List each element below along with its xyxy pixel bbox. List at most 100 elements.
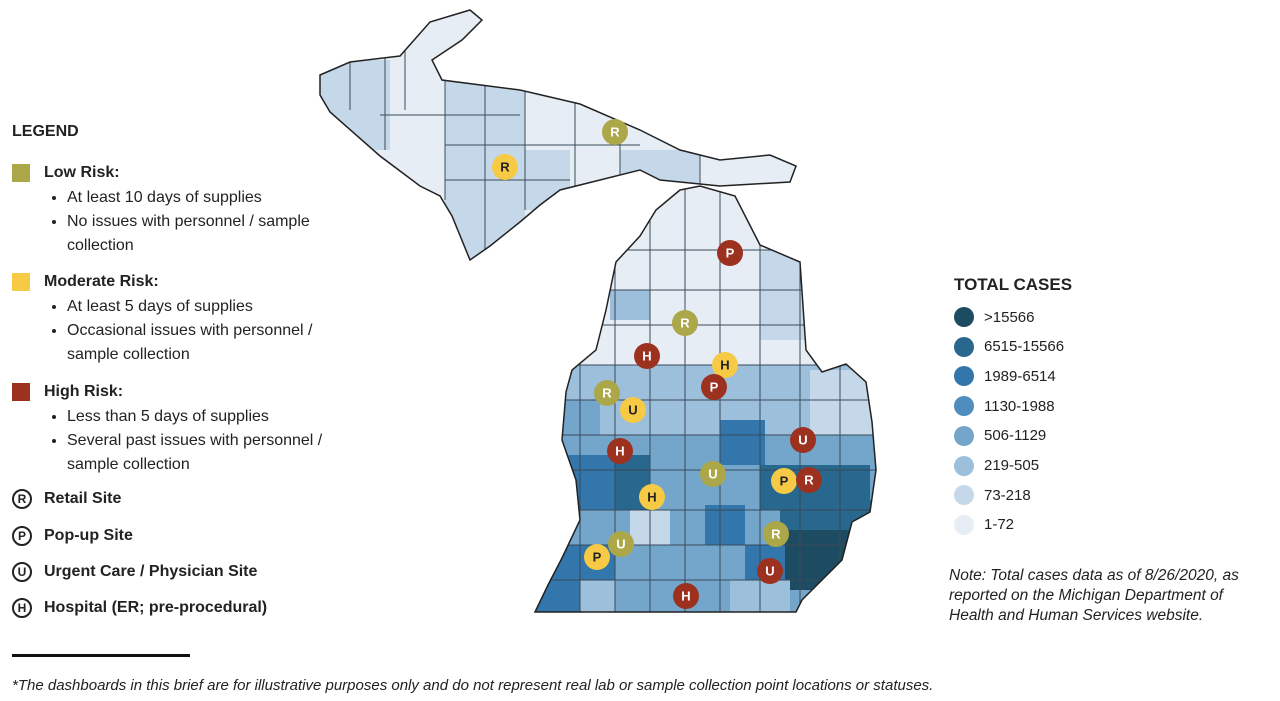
site-marker-label: H [642,349,651,364]
cases-label: 1989-6514 [984,367,1056,385]
risk-level: Moderate Risk: At least 5 days of supplie… [12,271,372,367]
site-marker-label: P [710,380,719,395]
site-type: H Hospital (ER; pre-procedural) [12,598,267,618]
site-marker [594,380,620,406]
site-marker-label: R [680,316,690,331]
site-marker [634,343,660,369]
cases-label: 219-505 [984,457,1040,474]
cases-swatch [954,455,974,476]
risk-bullets: At least 10 days of suppliesNo issues wi… [12,186,372,258]
site-marker-label: H [615,444,624,459]
cases-bin: >15566 [954,307,1034,327]
cases-bin: 1130-1988 [954,396,1055,417]
site-label: Urgent Care / Physician Site [44,563,258,580]
site-marker-label: H [647,490,656,505]
site-marker [584,544,610,570]
risk-heading: Moderate Risk: [12,271,372,293]
divider [12,654,190,657]
risk-swatch [12,164,30,182]
site-marker [492,154,518,180]
cases-label: 6515-15566 [984,338,1065,356]
risk-bullet: Less than 5 days of supplies [67,405,357,429]
site-icon: P [12,526,32,546]
site-marker-label: U [708,467,717,482]
cases-bin: 1989-6514 [954,366,1056,387]
site-marker-label: P [780,474,789,489]
site-marker [639,484,665,510]
site-marker-label: R [500,160,510,175]
cases-label: 506-1129 [984,427,1047,445]
site-marker-label: R [771,527,781,542]
site-label: Hospital (ER; pre-procedural) [44,599,268,616]
site-marker [763,521,789,547]
site-marker-label: U [798,433,807,448]
site-marker [717,240,743,266]
site-marker-label: H [720,358,729,373]
site-type: U Urgent Care / Physician Site [12,562,257,582]
risk-bullets: Less than 5 days of suppliesSeveral past… [12,405,372,477]
site-marker [771,468,797,494]
site-type: R Retail Site [12,489,121,509]
total-cases-title: TOTAL CASES [954,275,1073,294]
site-marker [712,352,738,378]
site-icon: U [12,562,32,582]
cases-swatch [954,396,974,417]
site-type: P Pop-up Site [12,526,133,546]
site-marker [790,427,816,453]
risk-bullet: At least 5 days of supplies [67,295,357,319]
cases-label: 73-218 [984,486,1031,504]
site-marker-label: U [765,564,774,579]
risk-heading: Low Risk: [12,162,372,184]
cases-bin: 73-218 [954,485,1031,506]
legend-title: LEGEND [12,123,79,140]
site-marker-label: U [616,537,625,552]
site-marker-label: P [593,550,602,565]
cases-bin: 6515-15566 [954,336,1065,357]
site-marker [620,397,646,423]
site-marker-label: R [804,473,814,488]
risk-bullet: Occasional issues with personnel / sampl… [67,319,357,367]
risk-bullet: No issues with personnel / sample collec… [67,210,357,258]
risk-bullet: Several past issues with personnel / sam… [67,429,357,477]
cases-swatch [954,307,974,327]
cases-swatch [954,485,974,506]
risk-name: Moderate Risk: [44,273,159,290]
site-icon: R [12,489,32,509]
risk-level: Low Risk: At least 10 days of suppliesNo … [12,162,372,258]
risk-name: Low Risk: [44,164,120,181]
site-marker [602,119,628,145]
site-marker-label: U [628,403,637,418]
site-label: Pop-up Site [44,527,133,544]
cases-label: >15566 [984,308,1035,326]
cases-bin: 1-72 [954,514,1015,535]
cases-swatch [954,514,974,535]
site-marker-label: R [610,125,620,140]
site-marker [673,583,699,609]
note: Note: Total cases data as of 8/26/2020, … [949,567,1239,624]
site-label: Retail Site [44,490,122,507]
cases-swatch [954,425,974,446]
site-marker-label: R [602,386,612,401]
risk-bullet: At least 10 days of supplies [67,186,357,210]
cases-bin: 219-505 [954,455,1040,476]
cases-label: 1-72 [984,516,1015,534]
risk-swatch [12,383,30,401]
site-marker [672,310,698,336]
site-marker [608,531,634,557]
risk-bullets: At least 5 days of suppliesOccasional is… [12,295,372,367]
site-marker-label: H [681,589,690,604]
site-marker-label: P [726,246,735,261]
site-marker [757,558,783,584]
site-marker [796,467,822,493]
site-marker [700,461,726,487]
risk-heading: High Risk: [12,381,372,403]
risk-level: High Risk: Less than 5 days of suppliesSe… [12,381,372,477]
cases-bin: 506-1129 [954,425,1047,446]
risk-name: High Risk: [44,383,124,400]
site-icon: H [12,598,32,618]
site-marker [607,438,633,464]
site-marker [701,374,727,400]
